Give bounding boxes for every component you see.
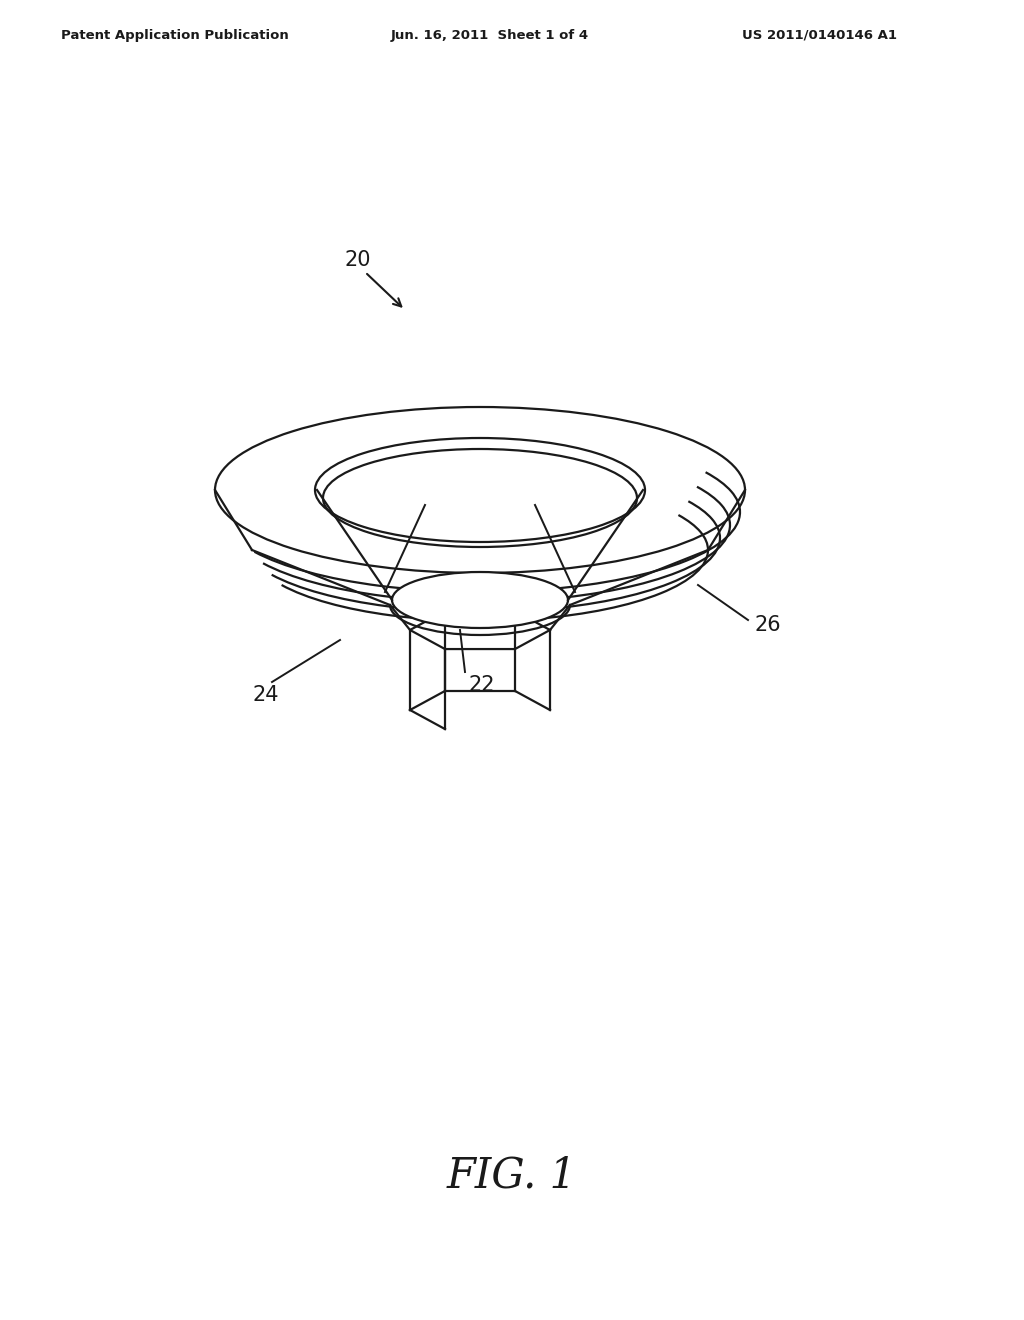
Text: Jun. 16, 2011  Sheet 1 of 4: Jun. 16, 2011 Sheet 1 of 4 [391,29,589,41]
Text: 20: 20 [345,249,372,271]
Text: Patent Application Publication: Patent Application Publication [61,29,289,41]
Text: 26: 26 [755,615,781,635]
Text: FIG. 1: FIG. 1 [446,1154,578,1196]
Ellipse shape [392,572,568,628]
Text: US 2011/0140146 A1: US 2011/0140146 A1 [742,29,897,41]
Ellipse shape [315,438,645,543]
Text: 22: 22 [468,675,495,696]
Ellipse shape [215,407,745,573]
Text: 24: 24 [252,685,279,705]
